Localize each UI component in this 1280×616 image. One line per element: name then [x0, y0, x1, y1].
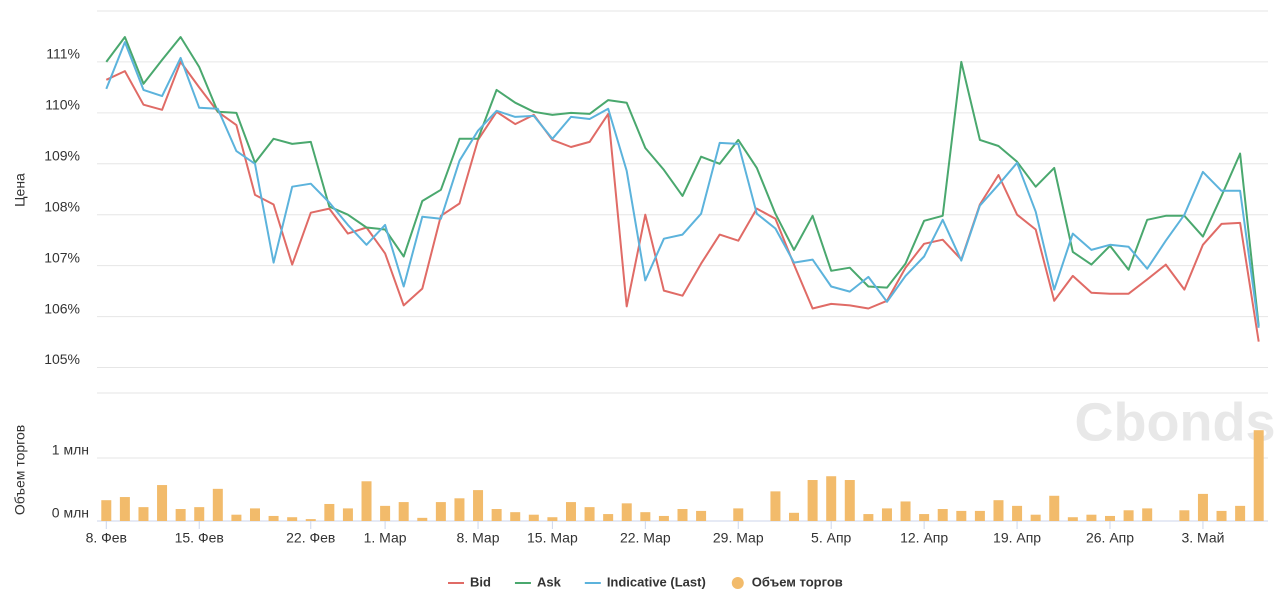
x-tick-label: 8. Мар — [457, 530, 500, 546]
x-tick-label: 5. Апр — [811, 530, 851, 546]
volume-bar — [287, 517, 298, 521]
volume-bar — [640, 512, 651, 521]
volume-bar — [826, 476, 837, 521]
volume-bar — [342, 508, 353, 521]
volume-bar — [249, 508, 260, 521]
volume-bar — [305, 519, 316, 521]
volume-bar — [1049, 495, 1060, 521]
volume-bar — [993, 500, 1004, 521]
x-tick-label: 3. Май — [1181, 530, 1224, 546]
y-tick-label: 109% — [44, 148, 80, 164]
volume-bar — [1216, 510, 1227, 521]
volume-bar — [789, 512, 800, 521]
x-tick-label: 26. Апр — [1086, 530, 1134, 546]
volume-bar — [231, 514, 242, 521]
volume-bar — [1197, 493, 1208, 521]
price-line — [105, 60, 1260, 342]
volume-bar — [473, 490, 484, 521]
volume-bar — [1012, 505, 1023, 521]
volume-bar — [770, 491, 781, 521]
x-tick-label: 1. Мар — [364, 530, 407, 546]
legend-label: Bid — [470, 574, 491, 589]
x-tick-label: 12. Апр — [900, 530, 948, 546]
volume-bar — [454, 498, 465, 521]
volume-bar — [528, 514, 539, 521]
volume-bar — [138, 507, 149, 521]
y-tick-label: 106% — [44, 300, 80, 316]
volume-bar — [937, 509, 948, 521]
volume-bar — [1030, 514, 1041, 521]
volume-bar — [119, 497, 130, 521]
volume-bar — [380, 505, 391, 521]
volume-bar — [175, 509, 186, 521]
price-line — [105, 36, 1260, 326]
volume-bar — [1179, 510, 1190, 521]
volume-bar — [881, 508, 892, 521]
volume-bar — [1086, 514, 1097, 521]
watermark: Cbonds — [1075, 392, 1276, 452]
legend-symbol — [731, 577, 744, 589]
volume-bar — [101, 500, 112, 521]
x-tick-label: 19. Апр — [993, 530, 1041, 546]
volume-bar — [1142, 508, 1153, 521]
volume-bar — [603, 514, 614, 521]
x-tick-label: 29. Мар — [713, 530, 764, 546]
volume-bar — [268, 515, 279, 521]
volume-bar — [157, 485, 168, 521]
volume-bar — [361, 481, 372, 521]
legend-label: Indicative (Last) — [607, 574, 706, 589]
volume-bar — [1105, 515, 1116, 521]
volume-bar — [565, 502, 576, 521]
volume-bar — [807, 480, 818, 521]
volume-bar — [919, 514, 930, 521]
x-tick-label: 15. Фев — [175, 530, 224, 546]
y-tick-label: 110% — [45, 97, 80, 113]
volume-bar — [733, 508, 744, 521]
x-tick-label: 22. Мар — [620, 530, 671, 546]
volume-bar — [863, 514, 874, 521]
volume-bar — [547, 517, 558, 521]
y-tick-label: 111% — [46, 46, 80, 62]
volume-bar — [194, 507, 205, 521]
volume-bar — [956, 510, 967, 521]
y-tick-label: 108% — [44, 198, 80, 214]
y-tick-label: 107% — [44, 249, 80, 265]
volume-bar — [621, 503, 632, 521]
volume-bar — [1235, 505, 1246, 521]
price-line — [105, 41, 1260, 328]
volume-bar — [584, 507, 595, 521]
volume-bar — [417, 517, 428, 521]
volume-bar — [212, 488, 223, 521]
legend-label: Ask — [537, 574, 562, 589]
volume-bar — [900, 501, 911, 521]
volume-bar — [491, 509, 502, 521]
y2-axis-title: Объем торгов — [12, 425, 28, 515]
y-axis-title: Цена — [12, 173, 28, 207]
volume-bar — [844, 480, 855, 521]
x-tick-label: 15. Мар — [527, 530, 578, 546]
volume-bar — [974, 510, 985, 521]
x-tick-label: 8. Фев — [86, 530, 127, 546]
volume-bar — [677, 509, 688, 521]
y2-tick-label: 1 млн — [52, 442, 89, 458]
volume-bar — [1067, 517, 1078, 521]
volume-bar — [398, 502, 409, 521]
volume-bar — [324, 503, 335, 521]
volume-bar — [1123, 510, 1134, 521]
volume-bar — [510, 512, 521, 521]
volume-bar — [658, 515, 669, 521]
volume-bar — [435, 502, 446, 521]
y-tick-label: 105% — [44, 351, 80, 367]
x-tick-label: 22. Фев — [286, 530, 335, 546]
volume-bar — [696, 510, 707, 521]
volume-bar — [1253, 430, 1264, 521]
legend-label: Объем торгов — [752, 574, 843, 589]
y2-tick-label: 0 млн — [52, 505, 89, 521]
